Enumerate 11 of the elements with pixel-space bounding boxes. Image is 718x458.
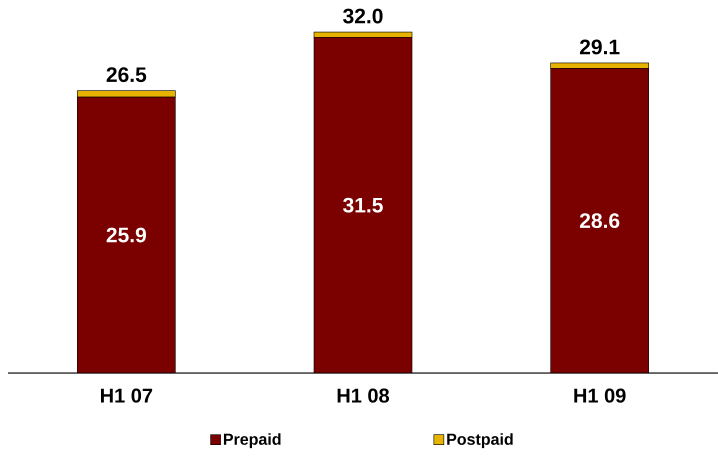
total-label: 29.1 — [580, 40, 620, 54]
legend-label: Prepaid — [224, 433, 281, 448]
total-label: 26.5 — [106, 67, 146, 82]
total-label: 32.0 — [343, 8, 383, 24]
data-label: 25.9 — [106, 228, 146, 242]
x-tick-label: H1 07 — [100, 388, 152, 403]
x-tick-label: H1 09 — [574, 388, 626, 403]
legend-label: Postpaid — [447, 433, 513, 448]
data-label: 31.5 — [343, 198, 383, 213]
data-label: 28.6 — [580, 213, 620, 228]
x-tick-label: H1 08 — [338, 388, 390, 403]
